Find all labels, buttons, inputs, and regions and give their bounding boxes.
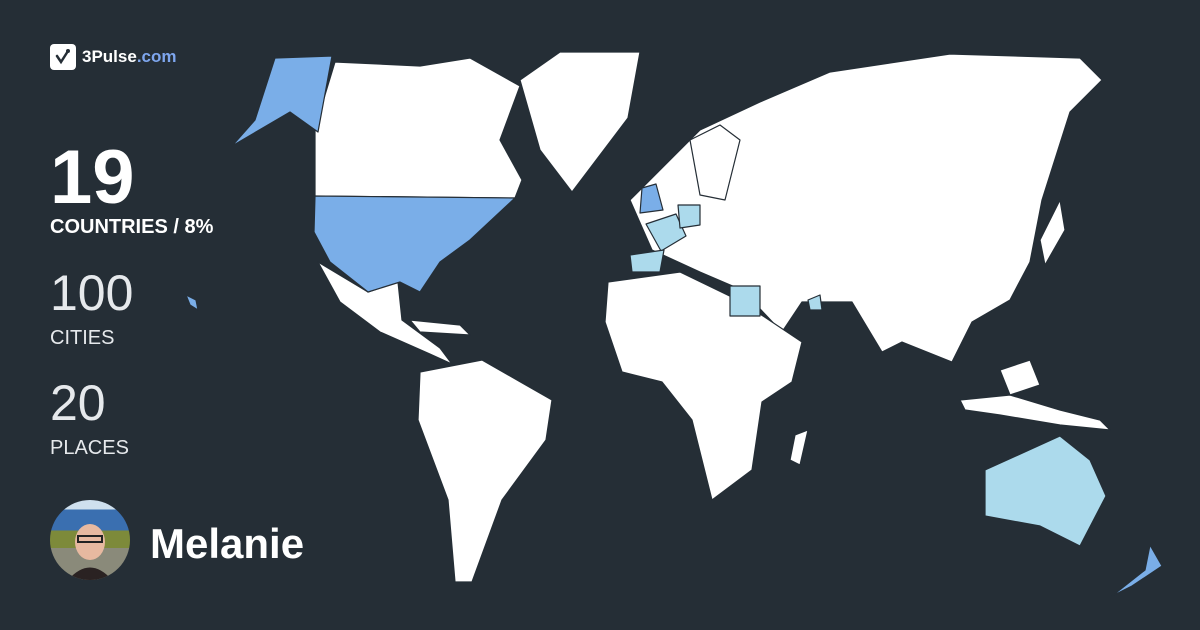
- visited-iberia: [629, 249, 665, 273]
- visited-central-europe: [677, 204, 701, 229]
- visited-hawaii: [185, 294, 199, 311]
- visited-uk: [639, 183, 664, 214]
- brand-logo[interactable]: 3Pulse.com: [50, 44, 177, 70]
- south-america: [417, 359, 553, 583]
- visited-new-zealand: [1111, 544, 1163, 597]
- visited-alaska: [231, 55, 333, 147]
- madagascar: [789, 429, 809, 466]
- countries-count: 19: [50, 135, 135, 220]
- avatar: [50, 500, 130, 580]
- brand-name: 3Pulse.com: [82, 47, 177, 66]
- cities-label: CITIES: [50, 327, 115, 349]
- unvisited-land: [314, 51, 1111, 583]
- caribbean: [409, 319, 471, 336]
- visited-countries: [185, 55, 1163, 597]
- japan: [1039, 199, 1066, 266]
- greenland: [519, 51, 641, 193]
- visited-uae: [807, 294, 823, 311]
- eurasia: [629, 53, 1103, 363]
- places-count: 20: [50, 375, 106, 431]
- scandinavia: [689, 124, 741, 201]
- southeast-asia-islands: [959, 394, 1111, 431]
- visited-usa: [313, 195, 516, 293]
- indonesia-borneo: [999, 359, 1041, 396]
- canada: [314, 57, 523, 199]
- visited-australia: [984, 435, 1107, 547]
- pulse-check-icon: [50, 44, 76, 70]
- countries-label: COUNTRIES / 8%: [50, 216, 214, 238]
- visited-france: [645, 213, 687, 252]
- cities-count: 100: [50, 265, 134, 321]
- user-name: Melanie: [150, 520, 305, 567]
- visited-egypt: [729, 285, 761, 317]
- places-label: PLACES: [50, 437, 129, 459]
